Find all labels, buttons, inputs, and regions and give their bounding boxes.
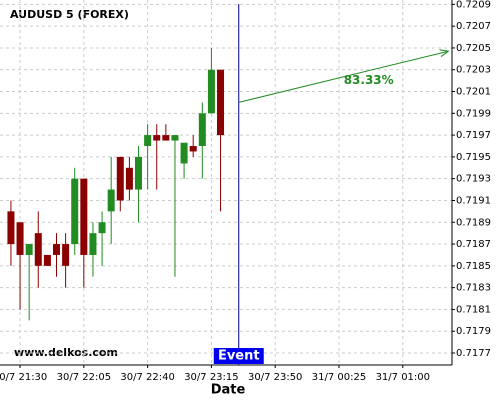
candle-body xyxy=(207,69,215,114)
candle-body xyxy=(89,233,97,255)
candle-body xyxy=(71,178,79,245)
y-tick-label: 0.7187 xyxy=(456,239,491,250)
candle-body xyxy=(198,113,206,146)
arrow-line xyxy=(238,50,449,103)
candle-body xyxy=(7,211,15,245)
event-label: Event xyxy=(218,349,260,364)
y-tick-label: 0.7209 xyxy=(456,0,491,10)
candle-body xyxy=(16,222,24,255)
y-tick-label: 0.7183 xyxy=(456,283,491,294)
candle-body xyxy=(34,233,42,266)
y-tick-label: 0.7195 xyxy=(456,152,491,163)
y-tick-label: 0.7181 xyxy=(456,304,491,315)
arrow-label: 83.33% xyxy=(344,73,394,87)
candle-body xyxy=(217,69,225,136)
candle-body xyxy=(153,135,161,141)
candle-body xyxy=(107,189,115,212)
x-tick-label: 30/7 22:05 xyxy=(57,372,111,383)
y-tick-label: 0.7191 xyxy=(456,195,491,206)
x-tick-label: 31/7 00:25 xyxy=(312,372,366,383)
candle-body xyxy=(180,142,188,164)
y-tick-label: 0.7179 xyxy=(456,326,491,337)
candle-body xyxy=(98,222,106,234)
candle-body xyxy=(135,156,143,190)
x-tick-label: 31/7 01:00 xyxy=(376,372,430,383)
x-tick-label: 30/7 21:30 xyxy=(0,372,47,383)
candle-body xyxy=(80,178,88,255)
candle-body xyxy=(171,135,179,141)
event-box xyxy=(213,348,264,364)
y-tick-label: 0.7189 xyxy=(456,217,491,228)
candle-body xyxy=(144,135,152,146)
candle-body xyxy=(162,135,170,141)
candle-body xyxy=(43,254,51,266)
y-tick-label: 0.7201 xyxy=(456,87,491,98)
x-tick-label: 30/7 22:40 xyxy=(120,372,174,383)
y-tick-label: 0.7199 xyxy=(456,108,491,119)
candle-body xyxy=(25,244,33,255)
candle-body xyxy=(116,156,124,201)
watermark: www.delkos.com xyxy=(14,346,118,359)
y-tick-label: 0.7185 xyxy=(456,261,491,272)
x-axis-label: Date xyxy=(211,383,246,398)
x-tick-label: 30/7 23:50 xyxy=(248,372,302,383)
y-tick-label: 0.7177 xyxy=(456,348,491,359)
candle-body xyxy=(125,167,133,190)
candle-body xyxy=(53,244,60,255)
y-tick-label: 0.7203 xyxy=(456,65,491,76)
arrow-head xyxy=(439,49,450,57)
x-tick-label: 30/7 23:15 xyxy=(184,372,238,383)
candle-body xyxy=(62,244,70,266)
y-tick-label: 0.7207 xyxy=(456,21,491,32)
y-tick-label: 0.7205 xyxy=(456,43,491,54)
chart-title: AUDUSD 5 (FOREX) xyxy=(10,8,129,21)
y-tick-label: 0.7193 xyxy=(456,174,491,185)
candle-body xyxy=(189,146,197,152)
y-tick-label: 0.7197 xyxy=(456,130,491,141)
